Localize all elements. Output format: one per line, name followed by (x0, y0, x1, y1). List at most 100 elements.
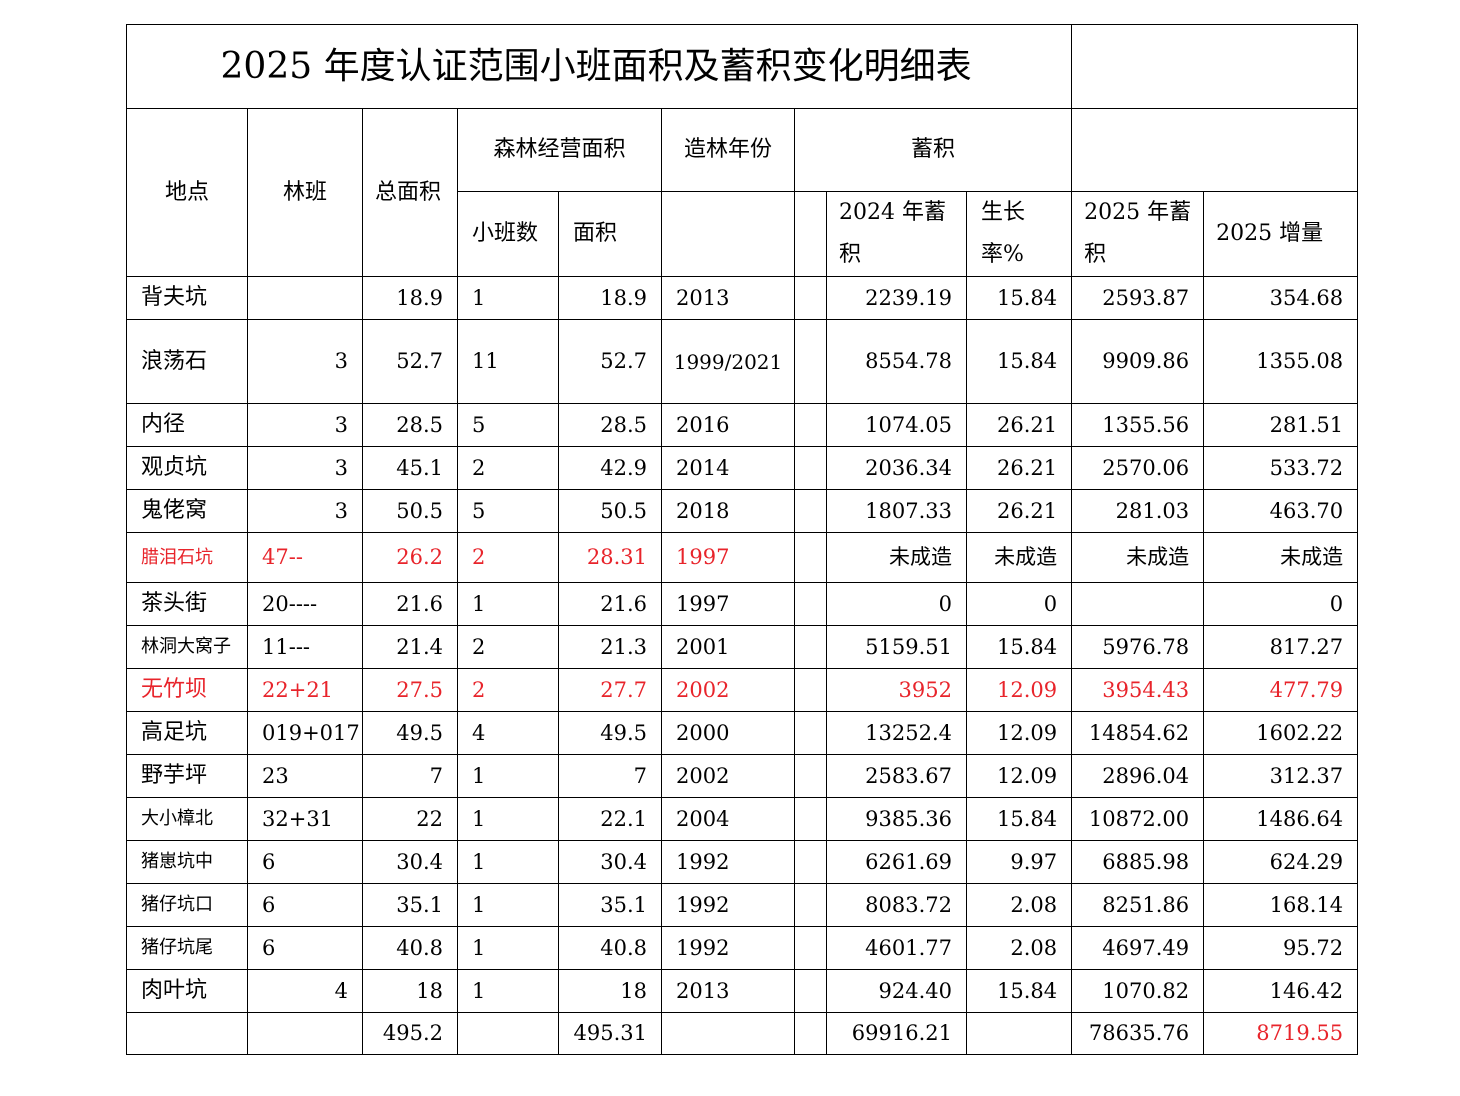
row-growth-rate: 未成造 (965, 532, 1073, 583)
stock-change-table: 2025 年度认证范围小班面积及蓄积变化明细表 地点 林班 总面积 森林经营面积… (125, 24, 1359, 1055)
row-subcompartment-count: 2 (457, 446, 559, 490)
row-area: 52.7 (558, 319, 662, 404)
table-row: 猪仔坑口 6 35.1 1 35.1 1992 8083.72 2.08 8251.86 168.… (126, 883, 1359, 927)
row-area: 22.1 (558, 797, 662, 841)
row-total-area: 18 (362, 969, 458, 1013)
row-subcompartment-count: 1 (457, 582, 559, 626)
row-forest-class: 3 (247, 489, 363, 533)
row-forest-class (247, 276, 363, 320)
row-subcompartment-count: 4 (457, 711, 559, 755)
row-growth-rate: 15.84 (965, 276, 1073, 320)
row-growth-rate: 15.84 (965, 969, 1073, 1013)
row-growth-rate: 12.09 (965, 711, 1073, 755)
header-forest-class: 林班 (247, 108, 363, 277)
table-row: 观贞坑 3 45.1 2 42.9 2014 2036.34 26.21 2570.06 533.… (126, 446, 1359, 490)
row-stock-2024: 4601.77 (826, 926, 967, 970)
row-subcompartment-count: 11 (457, 319, 559, 404)
totals-count (457, 1012, 559, 1055)
row-subcompartment-count: 1 (457, 754, 559, 798)
row-growth-rate: 15.84 (965, 625, 1073, 669)
row-forest-class: 019+017 (247, 711, 363, 755)
row-subcompartment-count: 2 (457, 668, 559, 712)
row-stock-2024: 2583.67 (826, 754, 967, 798)
row-stock-2025: 14854.62 (1071, 711, 1205, 755)
row-increase-2025: 354.68 (1203, 276, 1359, 320)
title-blank-cell (1071, 24, 1359, 109)
row-growth-rate: 2.08 (965, 883, 1073, 927)
row-forest-class: 32+31 (247, 797, 363, 841)
row-total-area: 21.4 (362, 625, 458, 669)
row-stock-2024: 924.40 (826, 969, 967, 1013)
row-narrow-blank (794, 582, 827, 626)
row-growth-rate: 15.84 (965, 797, 1073, 841)
row-forest-class: 6 (247, 840, 363, 884)
row-area: 28.5 (558, 403, 662, 447)
row-total-area: 35.1 (362, 883, 458, 927)
row-area: 40.8 (558, 926, 662, 970)
row-location: 茶头街 (126, 582, 248, 626)
row-stock-2025: 未成造 (1071, 532, 1205, 583)
table-row: 腊泪石坑 47-- 26.2 2 28.31 1997 未成造 未成造 未成造 未成造 (126, 532, 1359, 583)
row-stock-2024: 未成造 (826, 532, 967, 583)
header-total-area: 总面积 (362, 108, 458, 277)
header-area: 面积 (558, 191, 662, 277)
row-forest-class: 3 (247, 446, 363, 490)
table-row: 猪仔坑尾 6 40.8 1 40.8 1992 4601.77 2.08 4697.49 95.7… (126, 926, 1359, 970)
totals-row: 495.2 495.31 69916.21 78635.76 8719.55 (126, 1012, 1359, 1055)
row-increase-2025: 95.72 (1203, 926, 1359, 970)
totals-increase-2025: 8719.55 (1203, 1012, 1359, 1055)
table-row: 茶头街 20---- 21.6 1 21.6 1997 0 0 0 (126, 582, 1359, 626)
row-subcompartment-count: 1 (457, 883, 559, 927)
row-location: 猪崽坑中 (126, 840, 248, 884)
page-title: 2025 年度认证范围小班面积及蓄积变化明细表 (125, 24, 1073, 109)
row-area: 35.1 (558, 883, 662, 927)
totals-forest-class (247, 1012, 363, 1055)
row-increase-2025: 0 (1203, 582, 1359, 626)
row-afforestation-year: 2002 (661, 754, 795, 798)
totals-year (661, 1012, 795, 1055)
row-location: 浪荡石 (126, 319, 248, 404)
row-stock-2025: 8251.86 (1071, 883, 1205, 927)
row-stock-2024: 5159.51 (826, 625, 967, 669)
row-forest-class: 22+21 (247, 668, 363, 712)
row-stock-2024: 13252.4 (826, 711, 967, 755)
row-growth-rate: 12.09 (965, 668, 1073, 712)
row-stock-2025: 1070.82 (1071, 969, 1205, 1013)
row-afforestation-year: 1992 (661, 883, 795, 927)
row-forest-class: 4 (247, 969, 363, 1013)
row-growth-rate: 26.21 (965, 446, 1073, 490)
row-stock-2024: 1074.05 (826, 403, 967, 447)
row-growth-rate: 9.97 (965, 840, 1073, 884)
row-narrow-blank (794, 711, 827, 755)
row-forest-class: 6 (247, 883, 363, 927)
row-subcompartment-count: 2 (457, 625, 559, 669)
row-narrow-blank (794, 754, 827, 798)
row-location: 猪仔坑口 (126, 883, 248, 927)
row-increase-2025: 1486.64 (1203, 797, 1359, 841)
row-stock-2025: 2570.06 (1071, 446, 1205, 490)
row-subcompartment-count: 2 (457, 532, 559, 583)
row-location: 腊泪石坑 (126, 532, 248, 583)
row-subcompartment-count: 1 (457, 797, 559, 841)
table-row: 野芋坪 23 7 1 7 2002 2583.67 12.09 2896.04 312.37 (126, 754, 1359, 798)
row-total-area: 49.5 (362, 711, 458, 755)
table-row: 无竹坝 22+21 27.5 2 27.7 2002 3952 12.09 3954.43 477… (126, 668, 1359, 712)
row-total-area: 22 (362, 797, 458, 841)
row-forest-class: 3 (247, 319, 363, 404)
totals-area: 495.31 (558, 1012, 662, 1055)
row-stock-2025: 3954.43 (1071, 668, 1205, 712)
row-growth-rate: 0 (965, 582, 1073, 626)
row-total-area: 40.8 (362, 926, 458, 970)
row-narrow-blank (794, 319, 827, 404)
row-afforestation-year: 2016 (661, 403, 795, 447)
row-growth-rate: 26.21 (965, 403, 1073, 447)
row-location: 高足坑 (126, 711, 248, 755)
row-area: 42.9 (558, 446, 662, 490)
row-afforestation-year: 2014 (661, 446, 795, 490)
totals-total-area: 495.2 (362, 1012, 458, 1055)
row-area: 28.31 (558, 532, 662, 583)
row-total-area: 50.5 (362, 489, 458, 533)
row-afforestation-year: 2013 (661, 969, 795, 1013)
row-stock-2025: 2593.87 (1071, 276, 1205, 320)
row-total-area: 21.6 (362, 582, 458, 626)
